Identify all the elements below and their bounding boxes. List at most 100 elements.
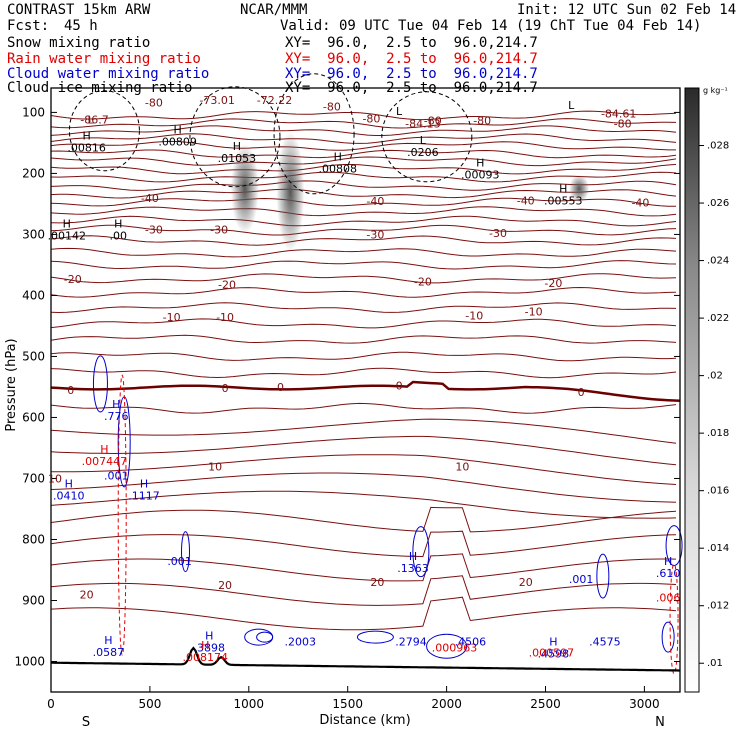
temperature-label: -72.22 (257, 94, 292, 107)
extremum-label: L (87, 114, 94, 127)
temperature-label: 0 (277, 381, 284, 394)
temperature-label: -80 (424, 114, 442, 127)
temperature-isoline (50, 367, 677, 379)
colorbar-tick-label: .018 (707, 428, 729, 439)
temperature-label: 10 (48, 472, 62, 485)
extremum-label: H (549, 635, 557, 648)
cloud-water-contour (256, 631, 274, 643)
extremum-label: .000597 (529, 646, 575, 659)
extremum-label: H (140, 477, 148, 490)
colorbar-tick-label: .01 (707, 658, 723, 669)
cloud-water-contour (412, 526, 430, 578)
temperature-label: -20 (414, 275, 432, 288)
cloud-ice-shading (276, 131, 305, 252)
extremum-label: .00093 (461, 168, 500, 181)
temperature-isoline (50, 302, 677, 314)
x-tick-label: 2000 (431, 697, 462, 711)
field-label-rain: Rain water mixing ratio (7, 51, 201, 67)
temperature-label: -73.01 (199, 94, 234, 107)
extremum-label: .000963 (432, 641, 478, 654)
temperature-label: -30 (210, 224, 228, 237)
plot-frame (50, 87, 681, 693)
fcst-value: 45 h (64, 18, 98, 34)
extremum-label: H (65, 477, 73, 490)
temperature-label: -30 (366, 228, 384, 241)
temperature-isoline (50, 402, 677, 414)
y-tick-label: 1000 (14, 654, 45, 668)
temperature-label: -20 (544, 277, 562, 290)
extremum-label: .1117 (128, 489, 160, 502)
temperature-label: -80 (614, 117, 632, 130)
y-axis-label: Pressure (hPa) (4, 338, 19, 431)
org-label: NCAR/MMM (240, 2, 308, 18)
cloud-ice-shading (230, 143, 259, 234)
y-tick-label: 100 (22, 105, 45, 119)
temperature-label: -20 (218, 278, 236, 291)
rain-contour (117, 374, 127, 656)
temperature-label: -40 (141, 192, 159, 205)
temperature-label: 0 (578, 386, 585, 399)
x-tick-label: 1500 (332, 697, 363, 711)
x-tick-label: 0 (47, 697, 55, 711)
temperature-label: -80 (323, 100, 341, 113)
cloud-water-contour (244, 628, 274, 646)
temperature-label: 10 (208, 460, 222, 473)
temperature-isoline (50, 530, 677, 558)
colorbar-tick-label: .028 (707, 141, 729, 152)
snow-contour (381, 91, 473, 183)
temperature-isoline (50, 318, 677, 329)
temperature-isoline (50, 286, 677, 298)
extremum-label: .001 (104, 469, 129, 482)
colorbar-tick-label: .012 (707, 601, 729, 612)
temperature-label: -10 (216, 311, 234, 324)
colorbar-scale (684, 87, 700, 693)
field-xy-cloudwater: XY= 96.0, 2.5 to 96.0,214.7 (285, 66, 538, 82)
y-tick-label: 700 (22, 471, 45, 485)
temperature-isoline (50, 156, 677, 167)
temperature-label: 20 (218, 579, 232, 592)
temperature-label: -80 (473, 114, 491, 127)
temperature-label: -20 (64, 273, 82, 286)
y-tick-label: 500 (22, 349, 45, 363)
temperature-label: -40 (366, 195, 384, 208)
temperature-isoline (50, 553, 677, 582)
colorbar-tick-label: .02 (707, 371, 723, 382)
temperature-label: -84.13 (405, 117, 440, 130)
extremum-label: H (173, 123, 181, 136)
rain-contour (669, 563, 679, 675)
temperature-label: 10 (455, 460, 469, 473)
extremum-label: L (396, 105, 403, 118)
cloud-water-contour (181, 531, 191, 573)
x-tick-label: 1000 (234, 697, 265, 711)
extremum-label: .4575 (589, 635, 621, 648)
y-tick-label: 300 (22, 227, 45, 241)
y-tick-label: 200 (22, 166, 45, 180)
colorbar: g kg⁻¹ .01 .012 .014 .016 .018 .02 .022 .024 .02… (684, 86, 729, 693)
snow-contour (68, 90, 140, 172)
temperature-isoline (50, 224, 677, 236)
x-end-label-left: S (82, 715, 90, 730)
temperature-isoline (50, 149, 677, 159)
temperature-label: 20 (519, 576, 533, 589)
temperature-label: -10 (465, 310, 483, 323)
field-label-cloudwater: Cloud water mixing ratio (7, 66, 210, 82)
extremum-label: H (114, 217, 122, 230)
model-title: CONTRAST 15km ARW (7, 2, 151, 18)
extremum-label: .001 (167, 555, 192, 568)
temperature-isoline (50, 206, 677, 217)
extremum-label: H (112, 398, 120, 411)
x-tick-label: 500 (138, 697, 161, 711)
extremum-label: .00816 (67, 142, 106, 155)
temperature-isoline (50, 334, 677, 344)
x-axis-label: Distance (km) (319, 713, 410, 728)
temperature-isoline (50, 197, 676, 207)
fcst-label: Fcst: (7, 18, 50, 34)
temperature-label: -80 (362, 113, 380, 126)
extremum-label: H (104, 634, 112, 647)
cloud-water-contour (356, 630, 394, 644)
temperature-isoline (50, 490, 677, 519)
temperature-isoline (50, 351, 677, 362)
extremum-label: .008174 (183, 651, 229, 664)
cloud-water-contour (661, 621, 675, 653)
colorbar-tick-label: .026 (707, 198, 729, 209)
